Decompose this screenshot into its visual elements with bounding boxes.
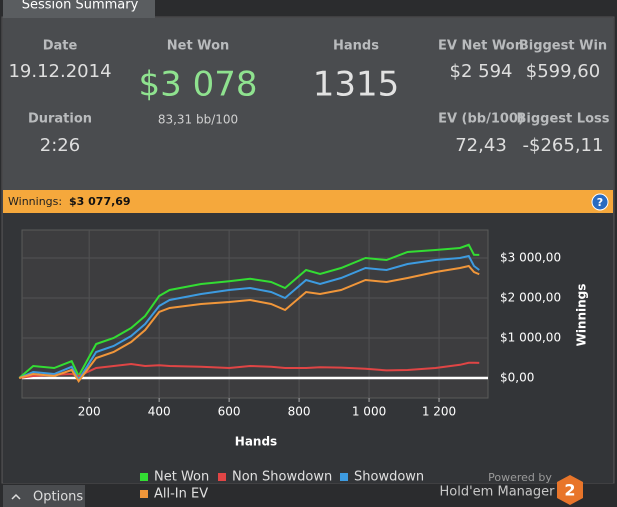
winnings-value: $3 077,69 xyxy=(69,195,131,208)
stat-label: Duration xyxy=(28,112,92,127)
y-tick-label: $2 000,00 xyxy=(500,291,561,305)
options-button[interactable] xyxy=(3,485,85,507)
series-line xyxy=(18,264,480,383)
stat-value: $2 594 xyxy=(450,61,513,82)
stat-sub: 83,31 bb/100 xyxy=(158,113,238,127)
winnings-bar xyxy=(3,190,613,213)
legend-label: Non Showdown xyxy=(232,470,332,485)
winnings-label: Winnings: xyxy=(8,195,62,208)
brand: Hold'em Manager xyxy=(440,485,556,500)
legend-swatch xyxy=(218,473,226,481)
legend-label: Showdown xyxy=(354,470,424,485)
powered-by: Powered by xyxy=(488,471,552,484)
options-label[interactable]: Options xyxy=(33,490,83,505)
x-tick-label: 200 xyxy=(78,405,101,419)
legend-label: All-In EV xyxy=(154,487,208,502)
x-tick-label: 1 200 xyxy=(422,405,456,419)
plot-area xyxy=(21,229,489,399)
stat-value: 1315 xyxy=(313,65,400,105)
stat-value: 2:26 xyxy=(40,135,80,156)
options-chevron[interactable] xyxy=(11,493,21,500)
legend-swatch xyxy=(140,490,148,498)
tab-label[interactable]: Session Summary xyxy=(22,0,139,13)
legend-swatch xyxy=(140,473,148,481)
x-tick-label: 1 000 xyxy=(352,405,386,419)
y-tick-label: $1 000,00 xyxy=(500,331,561,345)
y-tick-label: $3 000,00 xyxy=(500,251,561,265)
y-tick-label: $0,00 xyxy=(500,371,534,385)
legend-label: Net Won xyxy=(154,470,209,485)
plot xyxy=(18,230,488,402)
x-tick-label: 600 xyxy=(218,405,241,419)
x-tick-label: 800 xyxy=(288,405,311,419)
help-icon[interactable]: ? xyxy=(597,196,603,209)
stat-label: Date xyxy=(43,39,78,54)
stat-value: $599,60 xyxy=(526,61,600,82)
help-button[interactable] xyxy=(591,193,609,211)
legend: Net Won Non Showdown Showdown All-In EV xyxy=(140,470,424,502)
tab[interactable] xyxy=(3,0,155,18)
logo xyxy=(557,475,583,505)
stat-label: EV (bb/100) xyxy=(438,112,524,127)
y-axis-label: Winnings xyxy=(575,284,589,347)
x-tick-label: 400 xyxy=(148,405,171,419)
stat-value: 72,43 xyxy=(455,135,507,156)
logo-text: 2 xyxy=(564,481,575,500)
stat-label: EV Net Won xyxy=(438,39,524,54)
summary-panel xyxy=(3,18,613,190)
stat-label: Biggest Win xyxy=(519,39,607,54)
stat-value: $3 078 xyxy=(139,65,258,105)
stat-label: Hands xyxy=(333,39,379,54)
series-line xyxy=(18,254,480,383)
x-axis-label: Hands xyxy=(235,435,277,449)
series-line xyxy=(18,243,480,379)
stat-label: Net Won xyxy=(167,39,230,54)
stat-value: -$265,11 xyxy=(523,135,604,156)
legend-swatch xyxy=(340,473,348,481)
stat-label: Biggest Loss xyxy=(517,112,610,127)
stat-value: 19.12.2014 xyxy=(8,61,111,82)
